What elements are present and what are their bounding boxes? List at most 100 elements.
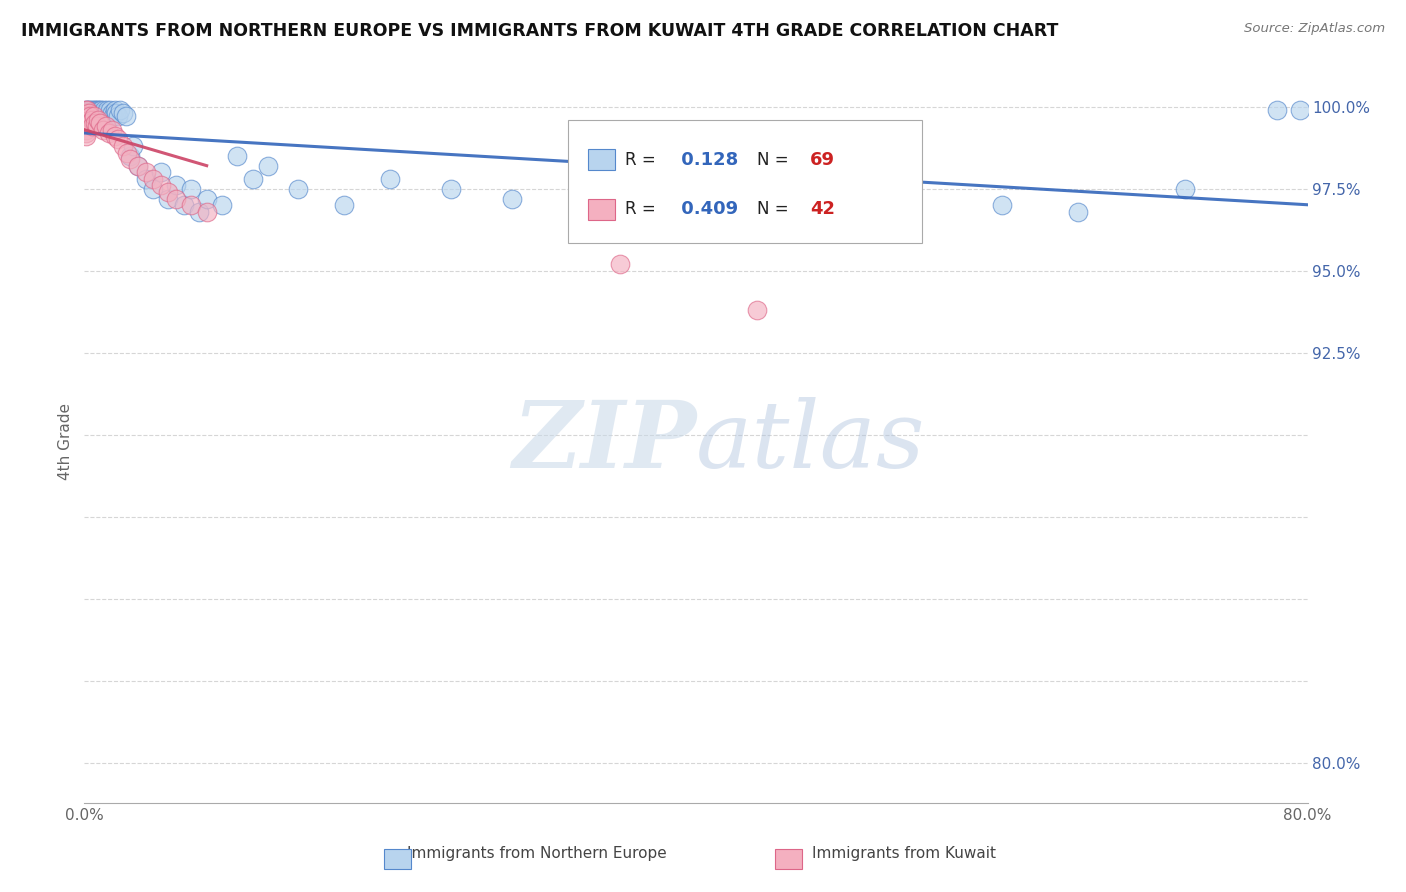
Point xyxy=(747,303,769,318)
FancyBboxPatch shape xyxy=(384,849,411,870)
Point xyxy=(80,110,103,124)
Point xyxy=(115,145,138,160)
Point xyxy=(135,165,157,179)
Point xyxy=(75,110,97,124)
Point xyxy=(76,103,98,117)
Point xyxy=(91,122,114,136)
Point xyxy=(91,106,114,120)
Point xyxy=(87,106,110,120)
Point xyxy=(96,103,118,117)
Point xyxy=(80,120,103,134)
Text: R =: R = xyxy=(626,151,661,169)
Point xyxy=(79,106,101,120)
Point xyxy=(83,103,105,117)
Y-axis label: 4th Grade: 4th Grade xyxy=(58,403,73,480)
Point xyxy=(86,120,108,134)
Point xyxy=(79,110,101,124)
Point xyxy=(75,116,97,130)
Point xyxy=(97,126,120,140)
Point xyxy=(440,182,463,196)
Point xyxy=(87,103,110,117)
Point xyxy=(142,171,165,186)
Point xyxy=(76,110,98,124)
Point xyxy=(105,106,128,120)
Point xyxy=(80,106,103,120)
Text: N =: N = xyxy=(758,151,794,169)
Point xyxy=(127,159,149,173)
Point xyxy=(83,110,105,124)
Point xyxy=(135,171,157,186)
Text: Immigrants from Northern Europe: Immigrants from Northern Europe xyxy=(408,846,666,861)
Point xyxy=(77,106,100,120)
FancyBboxPatch shape xyxy=(588,149,616,169)
FancyBboxPatch shape xyxy=(776,849,803,870)
Point xyxy=(287,182,309,196)
Point xyxy=(120,149,142,163)
Point xyxy=(127,159,149,173)
Point xyxy=(165,192,187,206)
Text: N =: N = xyxy=(758,201,794,219)
Point xyxy=(83,106,105,120)
Point xyxy=(75,129,97,144)
Point xyxy=(142,182,165,196)
Point xyxy=(380,171,402,186)
Point xyxy=(90,103,112,117)
Point xyxy=(76,103,98,117)
Point xyxy=(77,112,100,127)
Text: Source: ZipAtlas.com: Source: ZipAtlas.com xyxy=(1244,22,1385,36)
Point xyxy=(226,149,249,163)
Point xyxy=(80,112,103,127)
Point xyxy=(89,110,111,124)
Point xyxy=(98,103,121,117)
Point xyxy=(77,103,100,117)
Point xyxy=(77,106,100,120)
Point xyxy=(157,192,180,206)
Point xyxy=(89,116,111,130)
Text: 0.409: 0.409 xyxy=(675,201,738,219)
Point xyxy=(1289,103,1312,117)
Point xyxy=(93,103,115,117)
Point xyxy=(122,139,145,153)
Point xyxy=(188,204,211,219)
Point xyxy=(578,198,600,212)
Point xyxy=(120,152,142,166)
Point xyxy=(75,122,97,136)
Text: 42: 42 xyxy=(810,201,835,219)
Point xyxy=(89,106,111,120)
Point xyxy=(991,198,1014,212)
Point xyxy=(111,106,134,120)
Point xyxy=(1265,103,1288,117)
Point xyxy=(108,103,131,117)
Point xyxy=(165,178,187,193)
Point xyxy=(84,103,107,117)
Point xyxy=(76,110,98,124)
Point xyxy=(75,126,97,140)
Point xyxy=(195,204,218,219)
Text: Immigrants from Kuwait: Immigrants from Kuwait xyxy=(811,846,995,861)
Point xyxy=(114,110,136,124)
Text: IMMIGRANTS FROM NORTHERN EUROPE VS IMMIGRANTS FROM KUWAIT 4TH GRADE CORRELATION : IMMIGRANTS FROM NORTHERN EUROPE VS IMMIG… xyxy=(21,22,1059,40)
Text: ZIP: ZIP xyxy=(512,397,696,486)
Point xyxy=(75,120,97,134)
Point xyxy=(80,103,103,117)
Point xyxy=(838,214,860,228)
Point xyxy=(157,185,180,199)
Point xyxy=(609,257,631,271)
Point xyxy=(89,103,111,117)
Point xyxy=(101,122,124,136)
FancyBboxPatch shape xyxy=(588,199,616,219)
Point xyxy=(173,198,195,212)
Point xyxy=(257,159,280,173)
Point xyxy=(84,106,107,120)
Point xyxy=(77,110,100,124)
Point xyxy=(75,106,97,120)
Text: 0.128: 0.128 xyxy=(675,151,738,169)
Point xyxy=(104,129,127,144)
Point xyxy=(84,116,107,130)
Point xyxy=(91,110,114,124)
Point xyxy=(94,120,117,134)
Point xyxy=(94,106,117,120)
Point xyxy=(333,198,356,212)
Point xyxy=(75,106,97,120)
Point xyxy=(79,103,101,117)
